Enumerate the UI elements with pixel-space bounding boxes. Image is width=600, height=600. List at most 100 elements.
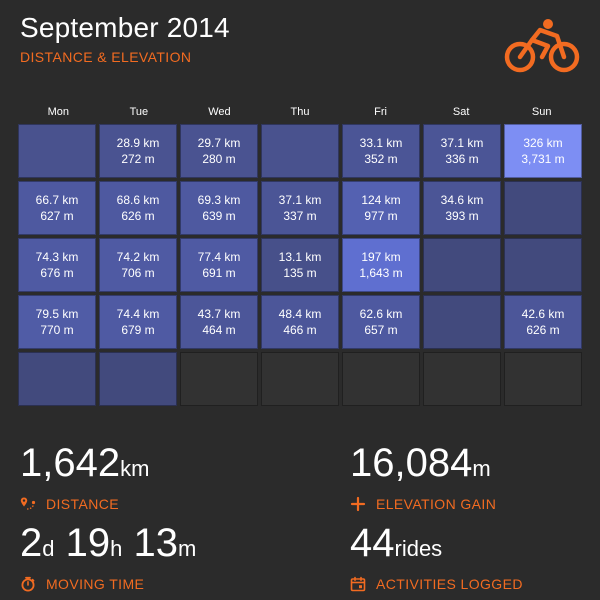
- calendar-day-cell[interactable]: 69.3 km 639 m: [180, 181, 258, 235]
- day-elevation: 280 m: [202, 152, 236, 166]
- day-elevation: 627 m: [40, 209, 74, 223]
- day-distance: 74.3 km: [35, 250, 79, 264]
- cyclist-logo-icon: [504, 19, 580, 73]
- moving-time-days-unit: d: [42, 536, 55, 561]
- day-distance: 48.4 km: [278, 307, 322, 321]
- distance-stat: 1,642km DISTANCE: [20, 440, 300, 512]
- weekday-label: Fri: [374, 106, 387, 118]
- calendar-day-cell[interactable]: 62.6 km 657 m: [342, 295, 420, 349]
- day-distance: 28.9 km: [116, 136, 160, 150]
- moving-time-minutes-unit: m: [178, 536, 197, 561]
- calendar-day-cell[interactable]: 326 km 3,731 m: [504, 124, 582, 178]
- plus-icon: [350, 496, 366, 512]
- moving-time-days: 2: [20, 521, 43, 565]
- day-elevation: 706 m: [121, 266, 155, 280]
- calendar-day-cell[interactable]: 74.2 km 706 m: [99, 238, 177, 292]
- calendar-day-cell[interactable]: [423, 238, 501, 292]
- day-distance: 33.1 km: [359, 136, 403, 150]
- calendar-day-cell[interactable]: [261, 124, 339, 178]
- distance-value: 1,642: [20, 441, 121, 485]
- day-elevation: 770 m: [40, 323, 74, 337]
- calendar-day-cell[interactable]: 34.6 km 393 m: [423, 181, 501, 235]
- day-elevation: 135 m: [283, 266, 317, 280]
- activities-stat: 44rides ACTIVITIES LOGGED: [350, 520, 600, 592]
- day-distance: 37.1 km: [440, 136, 484, 150]
- calendar-day-cell[interactable]: 74.3 km 676 m: [18, 238, 96, 292]
- route-pin-icon: [20, 497, 36, 510]
- day-elevation: 272 m: [121, 152, 155, 166]
- calendar-heatmap: 28.9 km 272 m 29.7 km 280 m 33.1 km 352 m 37.1…: [18, 124, 582, 406]
- calendar-day-cell[interactable]: 29.7 km 280 m: [180, 124, 258, 178]
- day-distance: 326 km: [523, 136, 563, 150]
- page-title: September 2014: [20, 12, 230, 43]
- activities-value: 44: [350, 521, 395, 565]
- day-distance: 29.7 km: [197, 136, 241, 150]
- day-distance: 74.2 km: [116, 250, 160, 264]
- day-distance: 43.7 km: [197, 307, 241, 321]
- day-distance: 42.6 km: [521, 307, 565, 321]
- calendar-day-cell[interactable]: 48.4 km 466 m: [261, 295, 339, 349]
- calendar-day-cell[interactable]: 13.1 km 135 m: [261, 238, 339, 292]
- calendar-day-cell[interactable]: 43.7 km 464 m: [180, 295, 258, 349]
- day-elevation: 3,731 m: [521, 152, 565, 166]
- page-subtitle: DISTANCE & ELEVATION: [20, 49, 192, 65]
- calendar-day-cell[interactable]: [18, 352, 96, 406]
- day-elevation: 464 m: [202, 323, 236, 337]
- day-distance: 62.6 km: [359, 307, 403, 321]
- calendar-day-cell[interactable]: 33.1 km 352 m: [342, 124, 420, 178]
- calendar-day-cell[interactable]: [261, 352, 339, 406]
- activities-unit: rides: [394, 536, 443, 561]
- moving-time-label: MOVING TIME: [46, 576, 145, 592]
- day-distance: 37.1 km: [278, 193, 322, 207]
- calendar-day-cell[interactable]: 68.6 km 626 m: [99, 181, 177, 235]
- day-distance: 34.6 km: [440, 193, 484, 207]
- calendar-day-cell[interactable]: 124 km 977 m: [342, 181, 420, 235]
- distance-unit: km: [120, 456, 150, 481]
- moving-time-hours-unit: h: [110, 536, 123, 561]
- day-distance: 79.5 km: [35, 307, 79, 321]
- calendar-day-cell[interactable]: [18, 124, 96, 178]
- calendar-day-cell[interactable]: [180, 352, 258, 406]
- calendar-day-cell[interactable]: 66.7 km 627 m: [18, 181, 96, 235]
- calendar-day-cell[interactable]: 197 km 1,643 m: [342, 238, 420, 292]
- day-elevation: 977 m: [364, 209, 398, 223]
- calendar-day-cell[interactable]: [423, 352, 501, 406]
- calendar-day-cell[interactable]: 37.1 km 337 m: [261, 181, 339, 235]
- day-distance: 197 km: [361, 250, 401, 264]
- calendar-day-cell[interactable]: 37.1 km 336 m: [423, 124, 501, 178]
- day-distance: 13.1 km: [278, 250, 322, 264]
- weekday-label: Sat: [452, 106, 470, 118]
- calendar-icon: [350, 576, 366, 592]
- calendar-day-cell[interactable]: [99, 352, 177, 406]
- stopwatch-icon: [21, 576, 35, 592]
- calendar-day-cell[interactable]: 42.6 km 626 m: [504, 295, 582, 349]
- calendar-day-cell[interactable]: [504, 181, 582, 235]
- day-elevation: 352 m: [364, 152, 398, 166]
- day-elevation: 393 m: [445, 209, 479, 223]
- weekday-label: Thu: [290, 106, 310, 118]
- calendar-day-cell[interactable]: [423, 295, 501, 349]
- calendar-day-cell[interactable]: [342, 352, 420, 406]
- calendar-day-cell[interactable]: 79.5 km 770 m: [18, 295, 96, 349]
- day-distance: 77.4 km: [197, 250, 241, 264]
- weekday-label: Sun: [531, 106, 552, 118]
- day-distance: 69.3 km: [197, 193, 241, 207]
- day-elevation: 466 m: [283, 323, 317, 337]
- day-elevation: 626 m: [526, 323, 560, 337]
- elevation-value: 16,084: [350, 441, 473, 485]
- calendar-day-cell[interactable]: [504, 352, 582, 406]
- calendar-day-cell[interactable]: [504, 238, 582, 292]
- day-elevation: 657 m: [364, 323, 398, 337]
- moving-time-stat: 2d 19h 13m MOVING TIME: [20, 520, 300, 592]
- weekday-label: Wed: [208, 106, 231, 118]
- stats-summary: 1,642km DISTANCE 16,084m ELEVATION GAIN …: [20, 440, 580, 600]
- weekday-header-row: Mon Tue Wed Thu Fri Sat Sun: [18, 106, 582, 118]
- moving-time-minutes: 13: [133, 521, 179, 565]
- elevation-stat: 16,084m ELEVATION GAIN: [350, 440, 600, 512]
- calendar-day-cell[interactable]: 77.4 km 691 m: [180, 238, 258, 292]
- distance-label: DISTANCE: [46, 496, 119, 512]
- calendar-day-cell[interactable]: 74.4 km 679 m: [99, 295, 177, 349]
- weekday-label: Mon: [47, 106, 69, 118]
- calendar-day-cell[interactable]: 28.9 km 272 m: [99, 124, 177, 178]
- day-elevation: 626 m: [121, 209, 155, 223]
